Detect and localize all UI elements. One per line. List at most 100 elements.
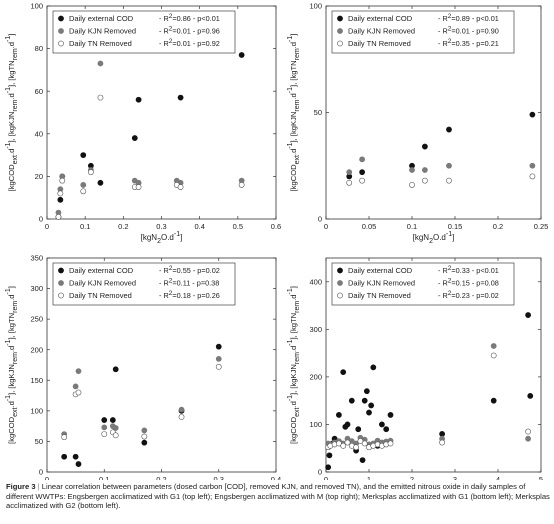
x-tick-label: 1	[367, 475, 371, 480]
legend-series-stats: - R2=0.89 - p<0.01	[438, 13, 499, 23]
legend-marker-filled-gray	[58, 280, 64, 286]
y-tick-label: 100	[30, 2, 43, 11]
data-point-open	[75, 389, 82, 396]
x-tick-label: 0.2	[493, 222, 503, 231]
legend-box	[52, 10, 236, 54]
legend-series-stats: - R2=0.86 - p<0.01	[159, 13, 220, 23]
data-point-open	[361, 440, 368, 447]
x-tick-label: 0.15	[448, 222, 463, 231]
x-tick-label: 4	[496, 475, 500, 480]
data-point-open	[177, 184, 184, 190]
legend-series-name: Daily TN Removed	[348, 291, 411, 300]
y-tick-label: 350	[30, 254, 43, 263]
legend-marker-filled-black	[58, 267, 64, 274]
data-point-filled-gray	[75, 368, 82, 375]
data-point-open	[353, 444, 359, 451]
data-point-open	[409, 182, 415, 188]
data-point-open	[135, 184, 142, 190]
y-tick-label: 0	[39, 215, 43, 224]
data-point-filled-black	[446, 126, 452, 133]
data-point-open	[346, 179, 353, 186]
legend-marker-filled-black	[58, 15, 64, 22]
legend-series-stats: - R2=0.01 - p=0.96	[159, 26, 220, 36]
data-point-open	[112, 432, 119, 439]
data-point-filled-black	[359, 457, 366, 464]
data-point-filled-black	[326, 452, 333, 459]
data-point-filled-gray	[215, 355, 222, 362]
data-point-filled-black	[359, 169, 366, 176]
y-tick-label: 40	[35, 129, 43, 138]
legend-series-stats: - R2=0.33 - p<0.01	[438, 265, 499, 275]
x-tick-label: 0	[45, 475, 49, 480]
y-axis-title: [kgCODext.d-1], [kgKJNrem.d-1], [kgTNrem…	[287, 286, 301, 444]
x-tick-label: 3	[453, 475, 457, 480]
data-point-open	[215, 363, 222, 370]
data-point-open	[439, 439, 445, 446]
legend-marker-open	[58, 292, 64, 299]
legend-series-name: Daily external COD	[69, 14, 134, 23]
data-point-filled-black	[366, 409, 372, 416]
data-point-open	[446, 177, 452, 184]
legend-series-stats: - R2=0.15 - p=0.08	[438, 278, 499, 288]
data-point-filled-black	[490, 397, 497, 404]
legend-box	[331, 262, 515, 306]
legend-marker-filled-gray	[58, 28, 64, 34]
data-point-filled-black	[368, 402, 375, 409]
data-point-filled-black	[355, 426, 362, 433]
data-point-filled-black	[325, 464, 332, 471]
data-point-filled-black	[112, 366, 119, 373]
caption-text: Linear correlation between parameters (d…	[6, 482, 550, 511]
y-tick-label: 20	[35, 172, 43, 181]
legend-marker-filled-gray	[337, 28, 343, 34]
data-point-filled-black	[525, 312, 531, 318]
x-tick-label: 5	[539, 475, 543, 480]
legend-marker-open	[337, 40, 343, 47]
data-point-open	[340, 442, 347, 449]
x-tick-label: 0.25	[534, 222, 549, 231]
data-point-filled-black	[75, 461, 82, 467]
data-point-open	[178, 414, 185, 420]
data-point-filled-black	[439, 431, 445, 437]
x-axis-title: [kgN2O.d-1]	[141, 231, 183, 245]
legend-series-name: Daily TN Removed	[69, 291, 132, 300]
data-point-open	[387, 440, 394, 447]
chart-panel-4: 0123450100200300400[kgN2O.d-1][kgCODext.…	[287, 257, 543, 480]
legend-series-name: Daily KJN Removed	[69, 279, 136, 288]
y-tick-label: 0	[318, 468, 322, 477]
y-tick-label: 400	[309, 277, 322, 286]
legend-marker-filled-gray	[337, 280, 343, 286]
data-point-filled-black	[215, 343, 222, 350]
x-tick-label: 0.4	[194, 222, 204, 231]
y-axis-title: [kgCODext.d-1], [kgKJNrem.d-1], [kgTNrem…	[287, 34, 301, 192]
data-point-open	[335, 440, 342, 447]
data-point-open	[61, 434, 68, 441]
y-tick-label: 250	[30, 315, 43, 324]
legend-series-name: Daily KJN Removed	[69, 27, 136, 36]
x-tick-label: 0.5	[233, 222, 243, 231]
data-point-filled-black	[97, 179, 104, 186]
data-point-filled-gray	[409, 167, 415, 173]
x-tick-label: 0.05	[362, 222, 377, 231]
y-tick-label: 0	[39, 468, 43, 477]
data-point-open	[238, 182, 245, 188]
legend-series-name: Daily external COD	[348, 14, 413, 23]
data-point-filled-black	[335, 412, 342, 418]
data-point-filled-gray	[359, 156, 366, 163]
legend-series-name: Daily TN Removed	[348, 39, 411, 48]
data-point-open	[59, 177, 66, 184]
y-tick-label: 300	[309, 325, 322, 334]
data-point-open	[529, 173, 536, 180]
data-point-filled-gray	[80, 182, 87, 188]
x-tick-label: 0	[324, 475, 328, 480]
y-tick-label: 60	[35, 87, 43, 96]
legend-series-stats: - R2=0.01 - p=0.92	[159, 38, 220, 48]
y-tick-label: 50	[314, 108, 322, 117]
data-point-open	[525, 428, 531, 435]
data-point-filled-black	[109, 417, 116, 423]
legend-series-stats: - R2=0.11 - p=0.38	[159, 278, 219, 288]
x-axis-title: [kgN2O.d-1]	[413, 231, 455, 245]
legend-series-name: Daily TN Removed	[69, 39, 132, 48]
data-point-filled-black	[378, 421, 385, 428]
y-tick-label: 150	[30, 376, 43, 385]
legend-marker-filled-black	[337, 267, 343, 274]
